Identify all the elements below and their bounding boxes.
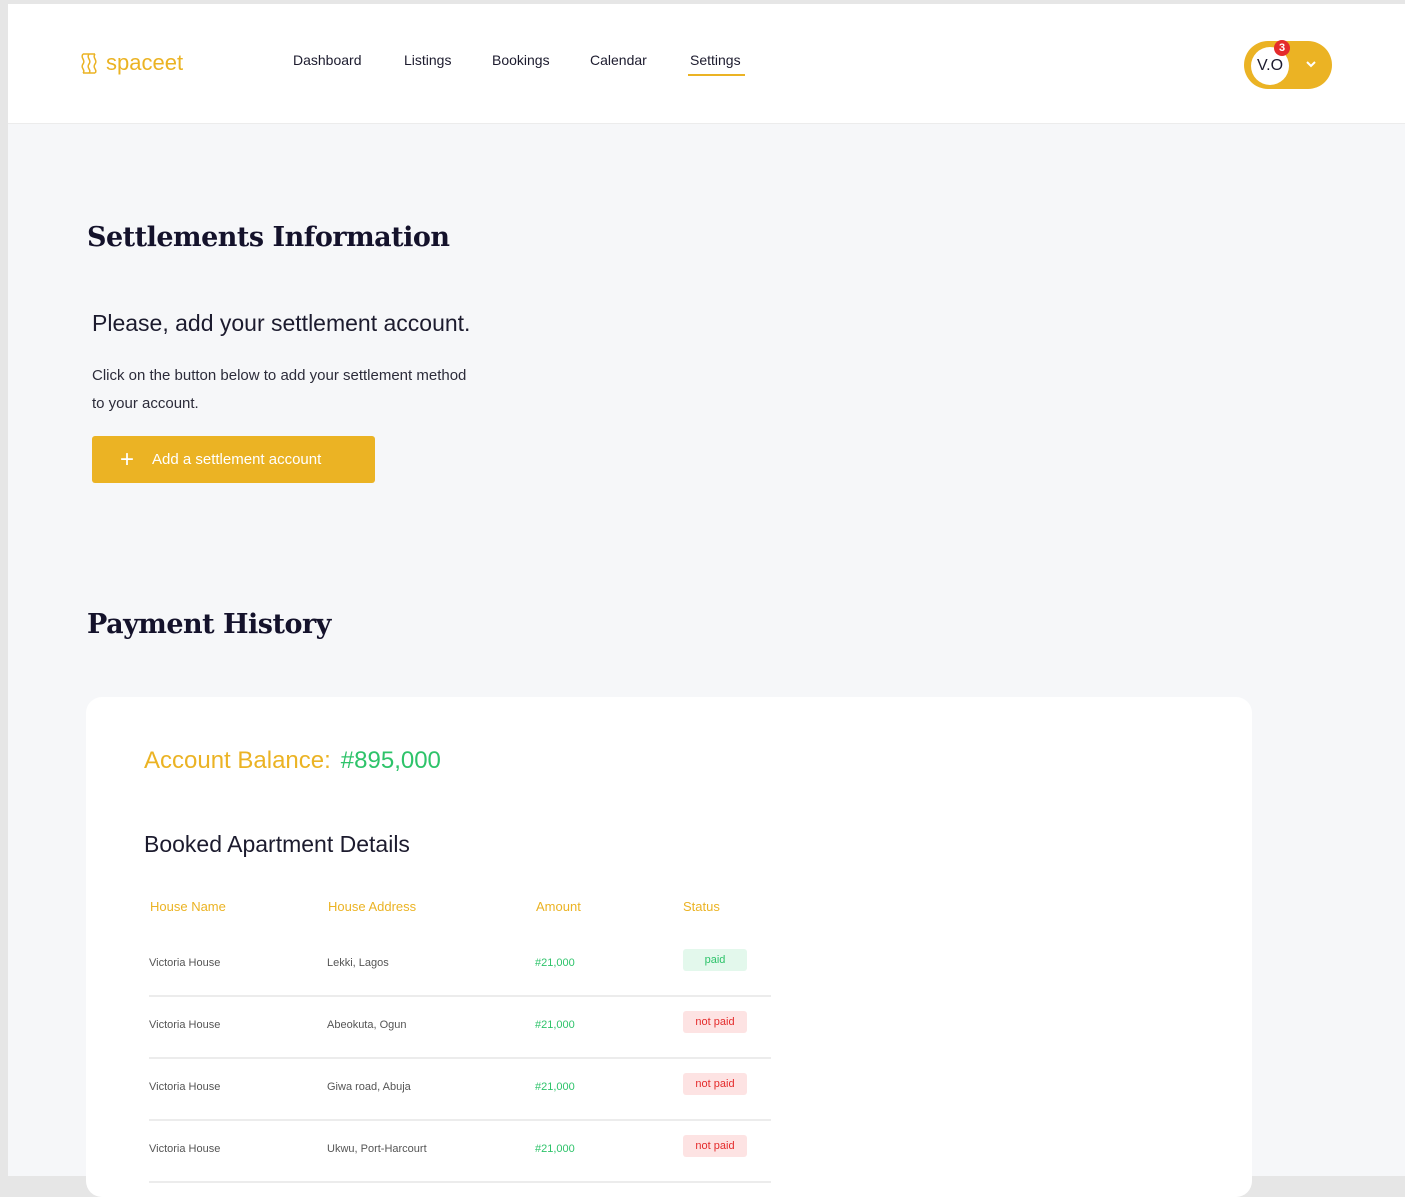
plus-icon: + [120,445,135,473]
nav-settings[interactable]: Settings [688,52,745,76]
status-badge: not paid [683,1011,747,1033]
status-badge: not paid [683,1135,747,1157]
logo-icon [81,53,97,74]
table-row: Victoria House Ukwu, Port-Harcourt #21,0… [149,1121,771,1183]
col-house-address: House Address [328,899,417,914]
header: spaceet Dashboard Listings Bookings Cale… [8,4,1405,124]
table-row: Victoria House Abeokuta, Ogun #21,000 no… [149,997,771,1059]
settlements-title: Settlements Information [87,222,450,253]
table-row: Victoria House Giwa road, Abuja #21,000 … [149,1059,771,1121]
user-menu-button[interactable]: V.O 3 [1244,40,1332,89]
col-status: Status [683,899,720,914]
page: spaceet Dashboard Listings Bookings Cale… [8,4,1405,1197]
house-address: Lekki, Lagos [327,957,389,969]
nav-calendar[interactable]: Calendar [590,52,647,68]
amount: #21,000 [535,957,575,969]
settlement-description: Click on the button below to add your se… [92,367,467,412]
payment-card: Account Balance: #895,000 Booked Apartmen… [86,697,1252,1197]
amount: #21,000 [535,1019,575,1031]
payment-history-title: Payment History [87,609,331,640]
notification-badge: 3 [1274,40,1290,56]
house-name: Victoria House [149,1143,221,1155]
house-name: Victoria House [149,1081,221,1093]
brand-name: spaceet [106,50,184,75]
col-house-name: House Name [150,899,226,914]
nav-dashboard[interactable]: Dashboard [293,52,362,68]
nav-bookings[interactable]: Bookings [492,52,550,68]
status-badge: paid [683,949,747,971]
house-address: Ukwu, Port-Harcourt [327,1143,427,1155]
amount: #21,000 [535,1143,575,1155]
nav-listings[interactable]: Listings [404,52,452,68]
house-name: Victoria House [149,1019,221,1031]
settlement-subtitle: Please, add your settlement account. [92,310,471,336]
amount: #21,000 [535,1081,575,1093]
table-title: Booked Apartment Details [144,831,410,857]
chevron-down-icon [1306,61,1316,68]
house-name: Victoria House [149,957,221,969]
house-address: Giwa road, Abuja [327,1081,411,1093]
status-badge: not paid [683,1073,747,1095]
add-settlement-account-button[interactable]: + Add a settlement account [92,436,375,483]
balance-label: Account Balance: [144,747,331,774]
button-label: Add a settlement account [152,451,322,468]
balance-value: #895,000 [340,747,441,774]
logo[interactable]: spaceet [80,50,183,76]
avatar: V.O [1251,47,1289,85]
avatar-initials: V.O [1256,57,1284,74]
house-address: Abeokuta, Ogun [327,1019,407,1031]
account-balance: Account Balance: #895,000 [144,747,441,775]
table-row: Victoria House Lekki, Lagos #21,000 paid [149,935,771,997]
col-amount: Amount [536,899,581,914]
